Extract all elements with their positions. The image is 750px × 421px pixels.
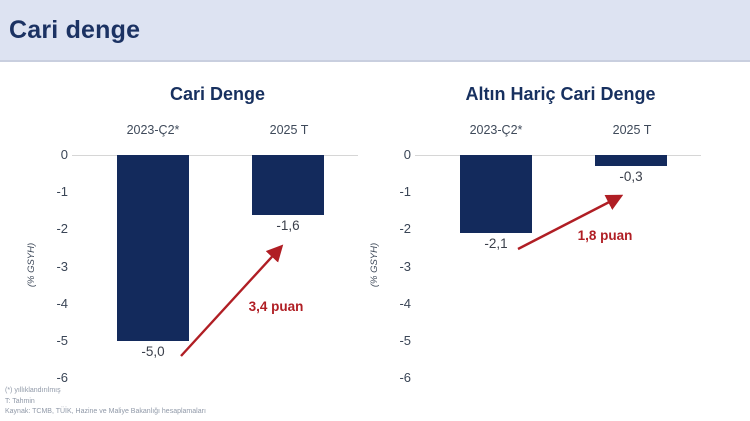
zero-gridline (415, 155, 701, 156)
chart-title: Altın Hariç Cari Denge (465, 84, 656, 104)
y-tick-label: -3 (56, 258, 68, 274)
y-tick-label: -4 (399, 295, 411, 311)
bar-value-label: -5,0 (141, 344, 165, 359)
bar-2023 (117, 155, 189, 341)
y-tick-label: -1 (399, 184, 411, 200)
category-label: 2023-Ç2* (126, 123, 180, 137)
annotation-delta: 3,4 puan (248, 299, 304, 314)
bar-value-label: -2,1 (484, 236, 508, 252)
y-tick-label: 0 (403, 147, 411, 162)
y-axis-ticks: 0 -1 -2 -3 -4 -5 -6 (36, 62, 68, 421)
y-tick-label: -2 (56, 221, 68, 237)
y-tick-label: -5 (399, 333, 411, 348)
footnotes: (*) yıllıklandırılmış T: Tahmin Kaynak: … (5, 386, 405, 418)
y-tick-label: 0 (60, 147, 68, 162)
category-label: 2025 T (612, 123, 652, 137)
y-tick-label: -5 (56, 333, 68, 348)
y-tick-label: -2 (399, 221, 411, 237)
y-tick-label: -1 (56, 184, 68, 200)
footnote-line: (*) yıllıklandırılmış (5, 387, 61, 394)
category-label: 2023-Ç2* (469, 123, 523, 137)
bar-2025 (595, 155, 667, 167)
y-tick-label: -6 (399, 370, 411, 386)
bar-value-label: -1,6 (276, 217, 300, 233)
bar-value-label: -0,3 (619, 169, 643, 185)
annotation-delta: 1,8 puan (577, 228, 633, 243)
y-tick-label: -6 (56, 370, 68, 386)
chart-title: Cari Denge (169, 84, 266, 104)
chart-cari-denge: Cari Denge 2023-Ç2* 2025 T (% GSYH) 0 -1-… (0, 62, 380, 421)
footnote-line: T: Tahmin (5, 397, 35, 405)
y-tick-label: -4 (56, 295, 68, 311)
y-tick-label: -3 (399, 258, 411, 274)
bar-2023 (460, 155, 532, 234)
page-title: Cari denge (9, 15, 141, 44)
header-band: Cari denge (0, 0, 750, 62)
zero-gridline (72, 155, 358, 156)
y-axis-ticks: 0 -1 -2 -3 -4 -5 -6 (379, 62, 411, 421)
footnote-line: Kaynak: TCMB, TÜİK, Hazine ve Maliye Bak… (5, 408, 206, 415)
category-label: 2025 T (269, 123, 309, 137)
chart-altin-haric-cari-denge: Altın Hariç Cari Denge 2023-Ç2* 2025 T (… (343, 62, 723, 421)
bar-2025 (252, 155, 324, 215)
